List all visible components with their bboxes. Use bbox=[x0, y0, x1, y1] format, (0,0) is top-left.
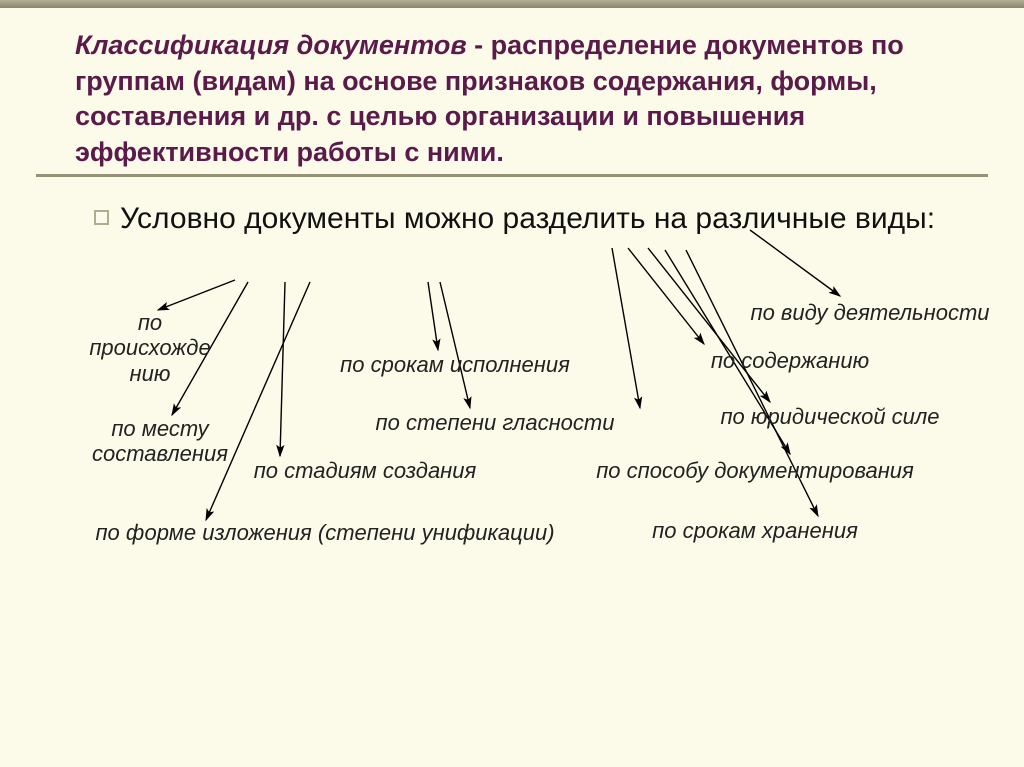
node-n11: по срокам хранения bbox=[615, 518, 895, 543]
arrow bbox=[612, 248, 640, 408]
node-n4: по форме изложения (степени унификации) bbox=[95, 520, 555, 545]
top-bar bbox=[0, 0, 1024, 8]
arrow bbox=[440, 282, 470, 408]
slide-title: Классификация документов - распределение… bbox=[75, 28, 955, 171]
title-underline bbox=[36, 174, 988, 177]
node-n10: по способу документирования bbox=[570, 458, 940, 483]
arrow bbox=[750, 230, 840, 296]
title-italic: Классификация документов bbox=[75, 30, 467, 60]
node-n1: попроисхождению bbox=[65, 310, 235, 386]
bullet-text: Условно документы можно разделить на раз… bbox=[120, 200, 940, 238]
node-n8: по содержанию bbox=[680, 348, 900, 373]
arrow bbox=[428, 282, 438, 350]
node-n3: по стадиям создания bbox=[235, 458, 495, 483]
node-n6: по степени гласности bbox=[355, 410, 635, 435]
arrow bbox=[628, 248, 704, 344]
bullet-icon bbox=[94, 210, 109, 225]
node-n7: по виду деятельности bbox=[740, 300, 1000, 325]
node-n9: по юридической силе bbox=[690, 404, 970, 429]
arrow bbox=[158, 280, 235, 310]
node-n5: по срокам исполнения bbox=[315, 352, 595, 377]
bullet-block: Условно документы можно разделить на раз… bbox=[120, 200, 940, 238]
arrow bbox=[280, 282, 285, 456]
node-n2: по местусоставления bbox=[75, 416, 245, 467]
